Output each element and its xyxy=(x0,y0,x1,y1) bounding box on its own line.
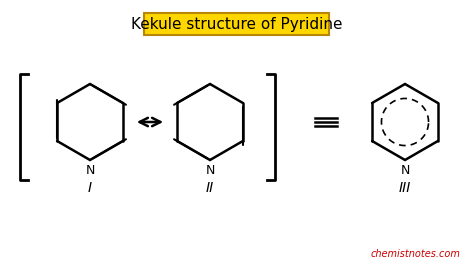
FancyBboxPatch shape xyxy=(145,13,329,35)
Text: III: III xyxy=(399,181,411,195)
Text: chemistnotes.com: chemistnotes.com xyxy=(370,249,460,259)
Text: N: N xyxy=(85,164,95,177)
Text: N: N xyxy=(205,164,215,177)
Text: N: N xyxy=(401,164,410,177)
Text: II: II xyxy=(206,181,214,195)
Text: Kekule structure of Pyridine: Kekule structure of Pyridine xyxy=(131,17,343,32)
Text: I: I xyxy=(88,181,92,195)
